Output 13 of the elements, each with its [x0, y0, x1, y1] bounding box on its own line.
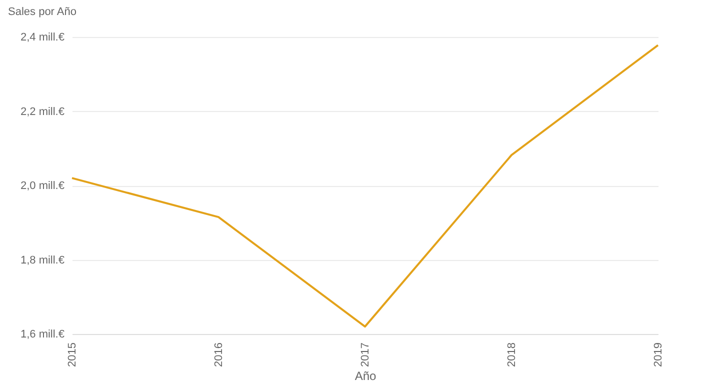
x-tick-label: 2016: [213, 342, 225, 367]
y-tick-label: 1,6 mill.€: [20, 328, 64, 340]
y-tick-label: 2,2 mill.€: [20, 106, 64, 118]
x-tick-label: 2018: [506, 342, 518, 367]
x-tick-label: 2015: [66, 342, 78, 367]
y-tick-label: 2,4 mill.€: [20, 32, 64, 44]
chart-title: Sales por Año: [8, 6, 76, 18]
x-tick-label: 2017: [360, 342, 372, 367]
y-tick-label: 1,8 mill.€: [20, 254, 64, 266]
x-axis-title: Año: [354, 368, 376, 383]
y-tick-label: 2,0 mill.€: [20, 180, 64, 192]
line-series: [71, 44, 659, 328]
x-tick-label: 2019: [652, 342, 664, 367]
